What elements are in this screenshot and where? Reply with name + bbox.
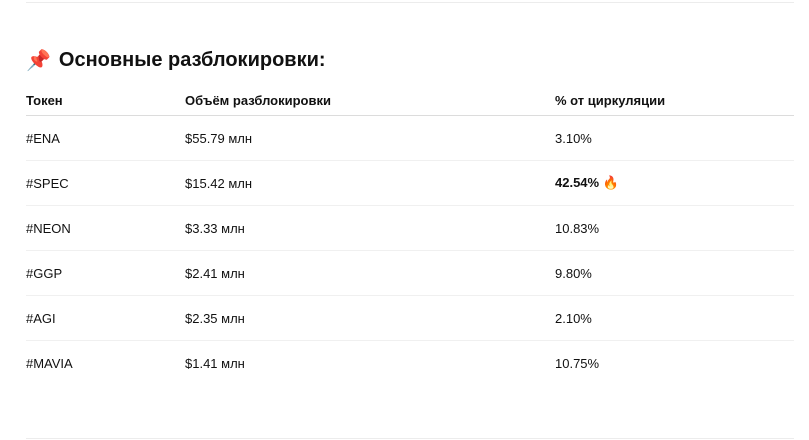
percent-value: 3.10% (555, 130, 592, 146)
table-row: #GGP $2.41 млн 9.80% (26, 250, 794, 296)
table-row: #ENA $55.79 млн 3.10% (26, 115, 794, 161)
top-divider (26, 2, 794, 3)
token-cell: #SPEC (26, 160, 185, 206)
percent-value: 10.83% (555, 220, 600, 236)
header-token: Токен (26, 86, 185, 116)
volume-cell: $55.79 млн (185, 115, 555, 161)
percent-cell: 10.83% (555, 205, 794, 251)
volume-cell: $3.33 млн (185, 205, 555, 251)
token-cell: #AGI (26, 295, 185, 341)
volume-cell: $1.41 млн (185, 355, 245, 371)
percent-cell: 3.10% (555, 115, 794, 161)
header-volume: Объём разблокировки (185, 86, 555, 116)
token-cell: #NEON (26, 205, 185, 251)
unlocks-table: Токен Объём разблокировки % от циркуляци… (26, 86, 794, 385)
percent-cell: 42.54% 🔥 (555, 160, 794, 206)
token-cell: #MAVIA (26, 355, 73, 371)
header-percent: % от циркуляции (555, 86, 794, 116)
volume-cell: $15.42 млн (185, 160, 555, 206)
percent-cell: 2.10% (555, 295, 794, 341)
fire-icon: 🔥 (602, 175, 619, 190)
percent-cell: 10.75% (555, 341, 794, 386)
percent-value: 42.54% (555, 175, 600, 190)
volume-cell: $2.41 млн (185, 250, 555, 296)
percent-value: 9.80% (555, 265, 592, 281)
percent-cell: 9.80% (555, 250, 794, 296)
section-title-text: Основные разблокировки: (58, 49, 326, 71)
pushpin-icon: 📌 (26, 50, 51, 72)
token-cell: #ENA (26, 115, 185, 161)
table-row: #MAVIA $1.41 млн 10.75% (26, 341, 794, 386)
token-cell: #GGP (26, 250, 185, 296)
volume-cell: $2.35 млн (185, 295, 555, 341)
table-row: #AGI $2.35 млн 2.10% (26, 295, 794, 341)
table-header-row: Токен Объём разблокировки % от циркуляци… (26, 86, 794, 116)
table-row: #SPEC $15.42 млн 42.54% 🔥 (26, 160, 794, 206)
percent-value: 2.10% (555, 310, 592, 326)
table-row: #NEON $3.33 млн 10.83% (26, 205, 794, 251)
percent-value: 10.75% (555, 355, 600, 371)
section-title: 📌 Основные разблокировки: (26, 48, 326, 73)
bottom-divider (26, 438, 794, 439)
